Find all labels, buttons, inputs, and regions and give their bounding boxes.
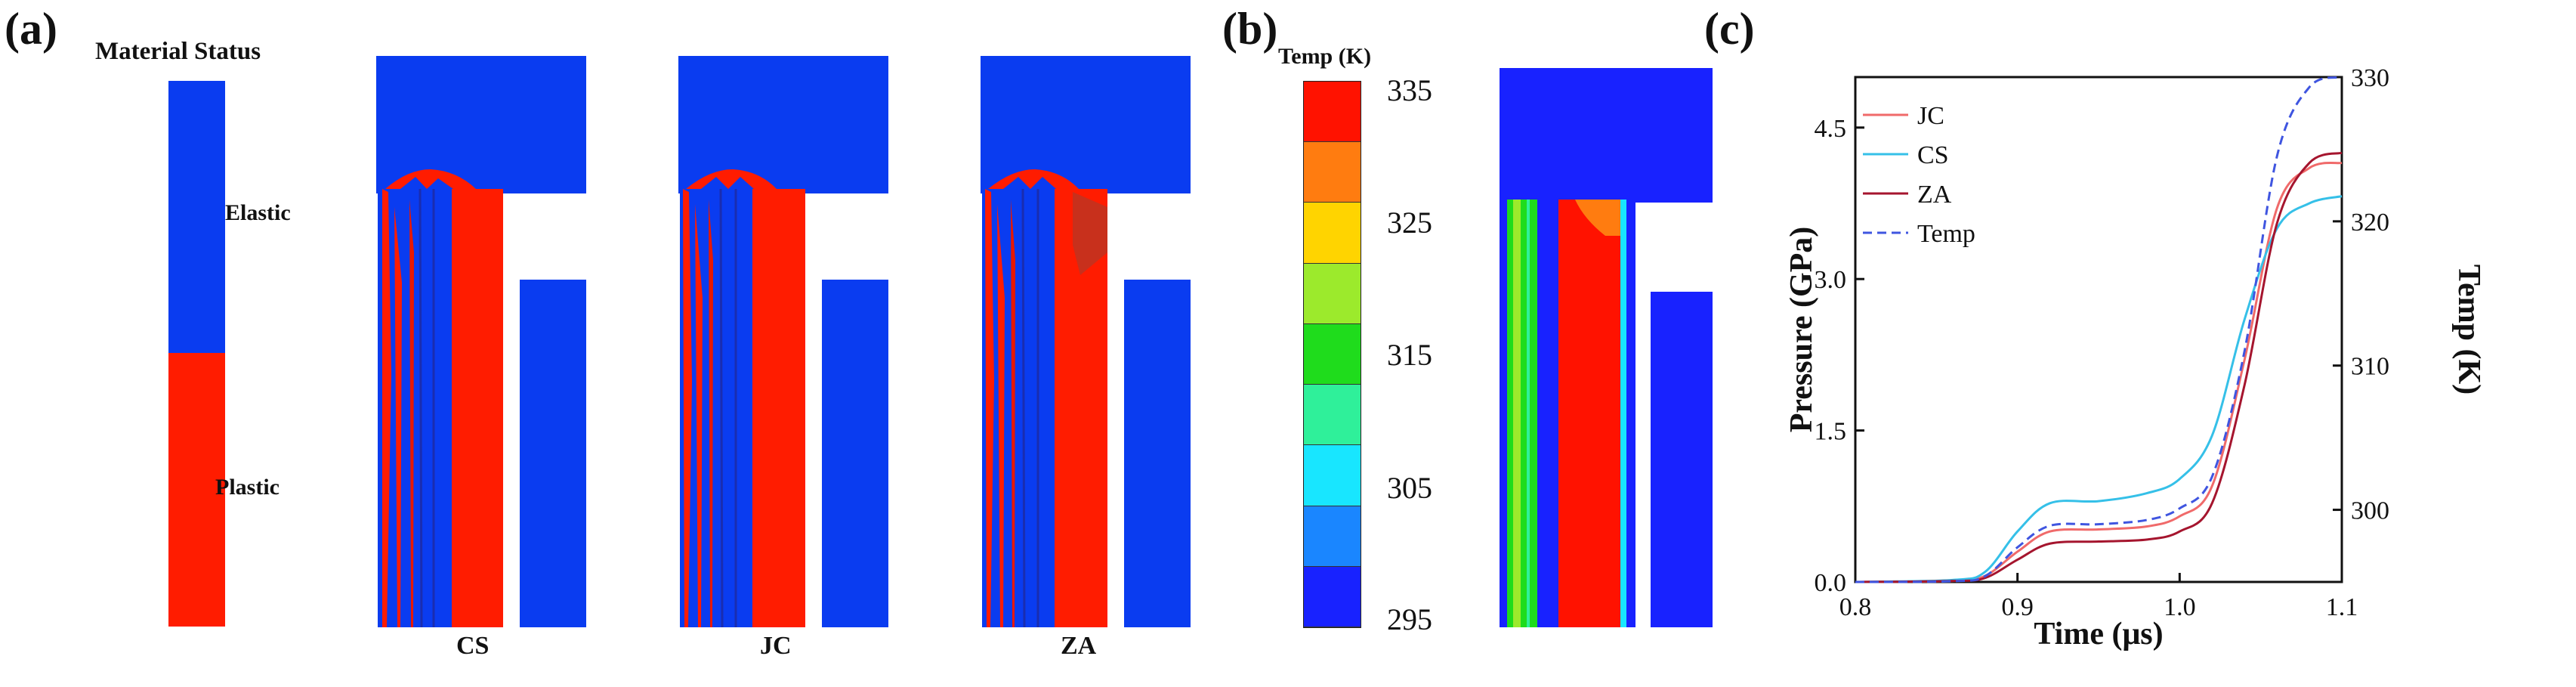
- y-tick-label: 1.5: [1815, 418, 1847, 446]
- plastic-swatch: [168, 353, 225, 627]
- temperature-field-frame: [1500, 68, 1713, 627]
- y2-tick-label: 330: [2351, 64, 2389, 92]
- model-label-jc: JC: [760, 632, 792, 660]
- panel-a-label: (a): [5, 4, 57, 54]
- colorbar-tick-325: 325: [1387, 206, 1432, 240]
- y2-tick-label: 300: [2351, 497, 2389, 525]
- y-tick-label: 4.5: [1815, 115, 1847, 143]
- colorbar-segment: [1304, 385, 1361, 446]
- material-status-legend-bar: [168, 81, 225, 627]
- y2-tick-label: 320: [2351, 209, 2389, 237]
- colorbar-segment: [1304, 506, 1361, 567]
- colorbar-segment: [1304, 445, 1361, 506]
- simulation-frame-za: [981, 56, 1191, 627]
- y2-tick-label: 310: [2351, 353, 2389, 381]
- colorbar-segment: [1304, 263, 1361, 324]
- plot-frame: [1854, 76, 2343, 583]
- elastic-label: Elastic: [225, 200, 291, 225]
- panel-b-label: (b): [1222, 4, 1278, 54]
- x-axis-title: Time (μs): [2034, 617, 2163, 651]
- colorbar-tick-295: 295: [1387, 602, 1432, 636]
- temperature-colorbar: [1303, 81, 1361, 628]
- x-tick-label: 0.9: [2001, 593, 2034, 621]
- colorbar-segment: [1304, 566, 1361, 627]
- elastic-swatch: [168, 81, 225, 353]
- panel-c-label: (c): [1704, 4, 1755, 54]
- colorbar-segment: [1304, 203, 1361, 264]
- series-line-temp: [1855, 76, 2343, 583]
- colorbar-segment: [1304, 82, 1361, 143]
- material-status-title: Material Status: [95, 38, 261, 65]
- colorbar-tick-315: 315: [1387, 338, 1432, 372]
- legend-label-temp: Temp: [1917, 220, 1975, 248]
- y2-axis-title: Temp (K): [2451, 265, 2486, 395]
- simulation-frame-cs: [376, 56, 586, 627]
- pressure-temperature-chart: 0.8 0.9 1.0 1.1 0.0 1.5 3.0 4.5 300 310 320 330 Time…: [1784, 64, 2486, 651]
- legend-label-jc: JC: [1917, 102, 1944, 130]
- simulation-frame-jc: [678, 56, 888, 627]
- series-line-za: [1855, 151, 2343, 583]
- y-tick-label: 0.0: [1815, 569, 1847, 597]
- colorbar-segment: [1304, 142, 1361, 203]
- x-tick-label: 1.0: [2164, 593, 2196, 621]
- model-label-cs: CS: [456, 632, 490, 660]
- x-tick-label: 1.1: [2326, 593, 2358, 621]
- colorbar-tick-335: 335: [1387, 73, 1432, 107]
- colorbar-tick-305: 305: [1387, 471, 1432, 505]
- x-tick-label: 0.8: [1839, 593, 1872, 621]
- y-tick-label: 3.0: [1815, 266, 1847, 294]
- plastic-label: Plastic: [215, 475, 280, 500]
- legend-label-cs: CS: [1917, 141, 1949, 169]
- y-axis-title: Pressure (GPa): [1784, 227, 1819, 433]
- model-label-za: ZA: [1061, 632, 1097, 660]
- legend-label-za: ZA: [1917, 181, 1952, 209]
- colorbar-segment: [1304, 323, 1361, 385]
- colorbar-title: Temp (K): [1278, 44, 1372, 69]
